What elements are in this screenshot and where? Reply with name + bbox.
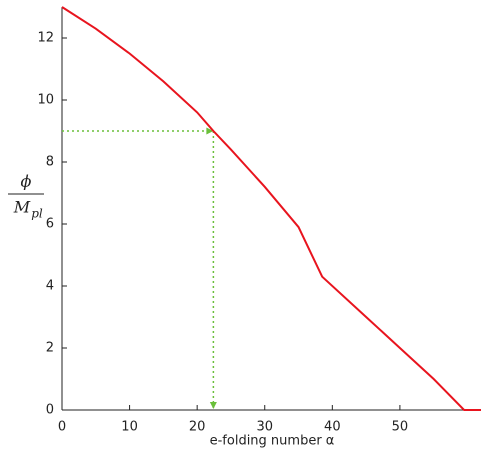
y-tick-label: 12 (37, 31, 54, 46)
y-tick-label: 10 (37, 93, 54, 108)
y-tick-label: 6 (46, 217, 54, 232)
x-tick-label: 10 (121, 420, 138, 435)
x-tick-label: 20 (189, 420, 206, 435)
y-tick-label: 8 (46, 155, 54, 170)
x-tick-label: 0 (58, 420, 66, 435)
y-tick-label: 2 (46, 341, 54, 356)
x-tick-label: 50 (392, 420, 409, 435)
line (61, 6, 481, 411)
x-tick-label: 40 (324, 420, 341, 435)
guide-arrow (206, 127, 214, 135)
y-tick-label: 0 (46, 403, 54, 418)
y-axis-label-subscript: pl (31, 207, 43, 221)
x-tick-label: 30 (256, 420, 273, 435)
y-tick-label: 4 (46, 279, 54, 294)
guide-arrow (209, 402, 217, 409)
x-axis-label: e-folding number α (210, 434, 335, 449)
y-axis-label-denominator: M (13, 198, 31, 217)
y-axis-label-numerator: ϕ (21, 172, 32, 191)
